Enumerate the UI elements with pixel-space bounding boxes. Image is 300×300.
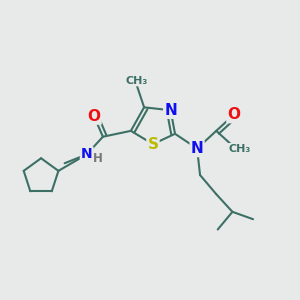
Text: N: N: [81, 147, 92, 161]
Text: CH₃: CH₃: [229, 143, 251, 154]
Text: S: S: [147, 136, 158, 152]
Text: N: N: [164, 103, 177, 118]
Text: CH₃: CH₃: [126, 76, 148, 86]
Text: O: O: [227, 107, 240, 122]
Text: O: O: [88, 109, 100, 124]
Text: H: H: [93, 152, 103, 165]
Text: N: N: [191, 141, 203, 156]
